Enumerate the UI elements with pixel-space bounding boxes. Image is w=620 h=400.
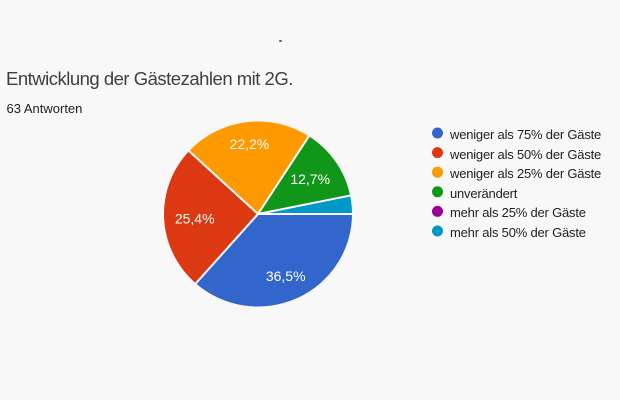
svg-text:36,5%: 36,5% bbox=[266, 268, 306, 284]
svg-text:12,7%: 12,7% bbox=[290, 171, 330, 187]
svg-text:22,2%: 22,2% bbox=[230, 136, 270, 152]
svg-text:25,4%: 25,4% bbox=[175, 210, 215, 226]
